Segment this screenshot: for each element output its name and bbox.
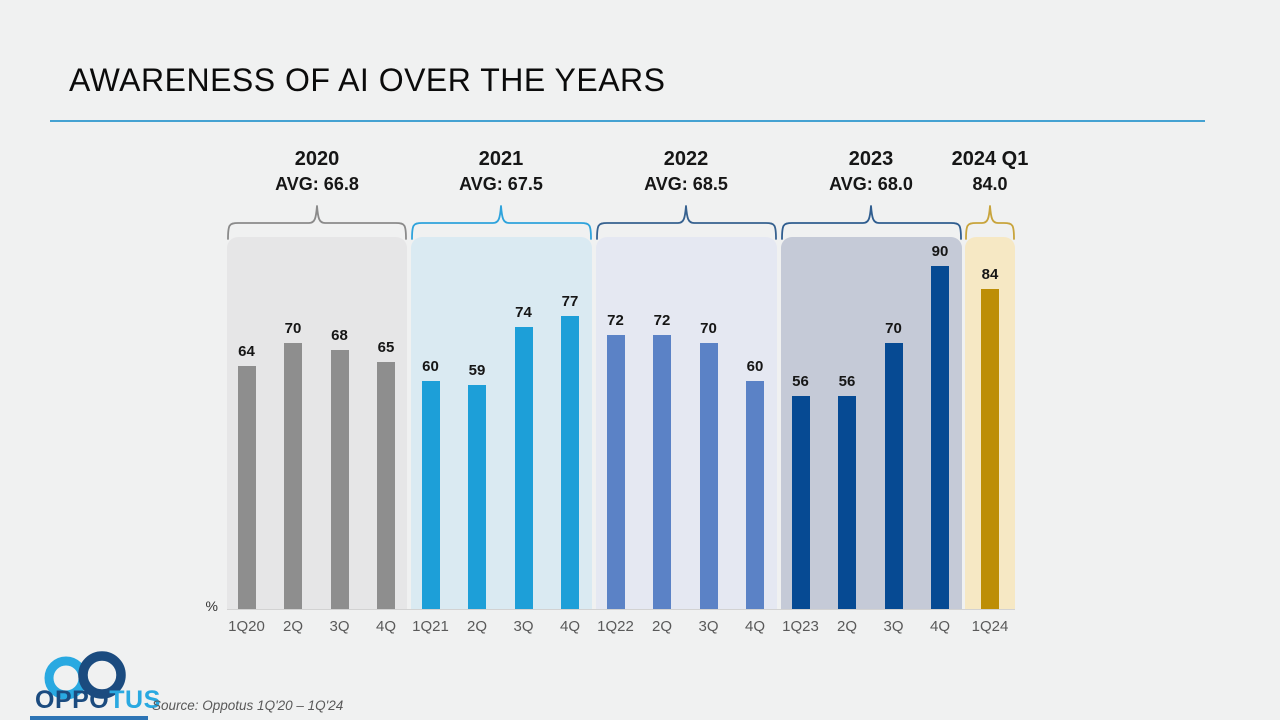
group-header-2023: 2023 AVG: 68.0 — [761, 146, 981, 197]
x-axis-label: 1Q24 — [971, 618, 1009, 635]
x-axis-label: 1Q23 — [782, 618, 819, 635]
group-panel: 56 56 70 90 — [781, 237, 962, 610]
x-axis-label: 1Q21 — [412, 618, 449, 635]
oppotus-logo-wordmark: OPPOTUS — [35, 686, 161, 715]
bar — [561, 316, 579, 610]
bar — [330, 350, 349, 610]
bar — [884, 343, 903, 610]
group-year-label: 2023 — [848, 148, 894, 170]
bar-value-label: 77 — [561, 293, 579, 310]
group-year-label: 2020 — [294, 148, 340, 170]
x-axis-label: 4Q — [559, 618, 581, 635]
x-axis-label: 1Q20 — [228, 618, 265, 635]
group-brace — [596, 205, 777, 240]
x-axis-label: 4Q — [744, 618, 766, 635]
bar — [653, 335, 671, 610]
x-axis-label: 4Q — [375, 618, 397, 635]
title-divider-line — [50, 120, 1205, 122]
group-average-label: AVG: 68.5 — [644, 174, 728, 194]
x-axis-line — [227, 609, 1015, 610]
logo-text-primary: OPPO — [35, 686, 110, 714]
bar-value-label: 59 — [468, 362, 486, 379]
bar-value-label: 65 — [377, 339, 395, 356]
bar — [468, 385, 486, 610]
x-axis-label: 2Q — [466, 618, 488, 635]
x-axis-label: 2Q — [651, 618, 673, 635]
group-brace — [411, 205, 592, 240]
group-brace — [965, 205, 1015, 240]
bar — [746, 381, 764, 610]
bar-value-label: 70 — [885, 320, 902, 337]
group-year-label: 2021 — [478, 148, 524, 170]
bar — [699, 343, 718, 610]
bar — [377, 362, 395, 610]
bar-value-label: 56 — [792, 373, 809, 390]
group-average-label: 84.0 — [972, 174, 1008, 194]
group-year-label: 2022 — [663, 148, 709, 170]
bar-value-label: 72 — [653, 312, 671, 329]
x-axis-label: 2Q — [836, 618, 858, 635]
bar — [931, 266, 949, 610]
group-panel: 60 59 74 77 — [411, 237, 592, 610]
y-axis-unit-label: % — [205, 598, 218, 614]
bar — [606, 335, 625, 610]
group-average-label: AVG: 66.8 — [275, 174, 359, 194]
bar — [237, 366, 256, 610]
bar-value-label: 68 — [331, 327, 348, 344]
group-year-label: 2024 Q1 — [951, 148, 1029, 170]
group-panel: 84 — [965, 237, 1015, 610]
bar — [421, 381, 440, 610]
group-header-2022: 2022 AVG: 68.5 — [576, 146, 796, 197]
group-panel: 72 72 70 60 — [596, 237, 777, 610]
x-axis-label: 3Q — [329, 618, 350, 635]
x-axis-label: 3Q — [698, 618, 719, 635]
bar-value-label: 70 — [700, 320, 717, 337]
bar-value-label: 74 — [515, 304, 532, 321]
bar-value-label: 70 — [284, 320, 302, 337]
bar — [838, 396, 856, 610]
group-header-2021: 2021 AVG: 67.5 — [391, 146, 611, 197]
x-axis-label: 3Q — [883, 618, 904, 635]
bar — [514, 327, 533, 610]
bar-value-label: 72 — [607, 312, 624, 329]
source-text: Source: Oppotus 1Q'20 – 1Q'24 — [152, 698, 344, 713]
logo-text-secondary: TUS — [109, 686, 161, 714]
bar — [981, 289, 999, 610]
logo-infinity-icon — [44, 651, 126, 700]
bar-value-label: 60 — [746, 358, 764, 375]
bar-value-label: 60 — [422, 358, 439, 375]
bottom-accent-bar — [30, 716, 148, 720]
group-average-label: AVG: 67.5 — [459, 174, 543, 194]
group-header-2020: 2020 AVG: 66.8 — [207, 146, 427, 197]
bar — [284, 343, 302, 610]
group-brace — [227, 205, 407, 240]
bar-value-label: 64 — [238, 343, 255, 360]
group-brace — [781, 205, 962, 240]
bar-value-label: 84 — [981, 266, 999, 283]
page-title: AWARENESS OF AI OVER THE YEARS — [69, 62, 666, 98]
x-axis-label: 2Q — [282, 618, 304, 635]
x-axis-label: 3Q — [513, 618, 534, 635]
group-panel: 64 70 68 65 — [227, 237, 407, 610]
x-axis-label: 4Q — [929, 618, 951, 635]
bar-value-label: 90 — [931, 243, 949, 260]
group-header-2024-q1: 2024 Q1 84.0 — [880, 146, 1100, 197]
bar — [791, 396, 810, 610]
group-average-label: AVG: 68.0 — [829, 174, 913, 194]
x-axis-label: 1Q22 — [597, 618, 634, 635]
bar-value-label: 56 — [838, 373, 856, 390]
